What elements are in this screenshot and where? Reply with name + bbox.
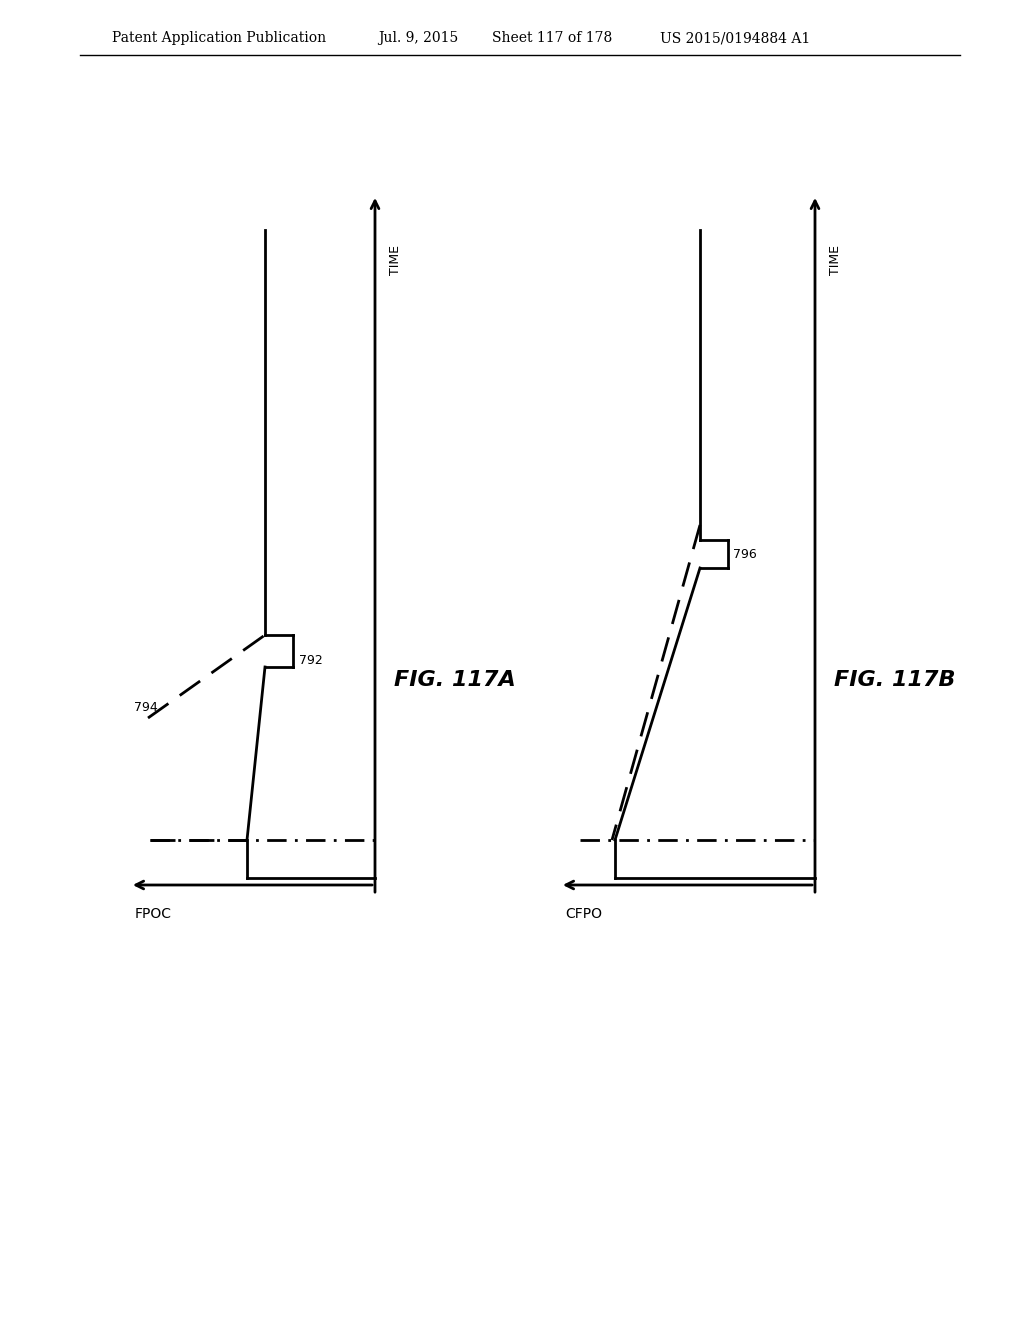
Text: TIME: TIME [389, 246, 402, 275]
Text: FIG. 117A: FIG. 117A [394, 671, 516, 690]
Text: FIG. 117B: FIG. 117B [835, 671, 955, 690]
Text: FPOC: FPOC [135, 907, 172, 921]
Text: Sheet 117 of 178: Sheet 117 of 178 [492, 30, 612, 45]
Text: US 2015/0194884 A1: US 2015/0194884 A1 [660, 30, 810, 45]
Text: 796: 796 [733, 549, 757, 561]
Text: CFPO: CFPO [565, 907, 602, 921]
Text: Patent Application Publication: Patent Application Publication [112, 30, 326, 45]
Text: Jul. 9, 2015: Jul. 9, 2015 [378, 30, 459, 45]
Text: 794: 794 [134, 701, 158, 714]
Text: TIME: TIME [829, 246, 842, 275]
Text: 792: 792 [299, 653, 323, 667]
